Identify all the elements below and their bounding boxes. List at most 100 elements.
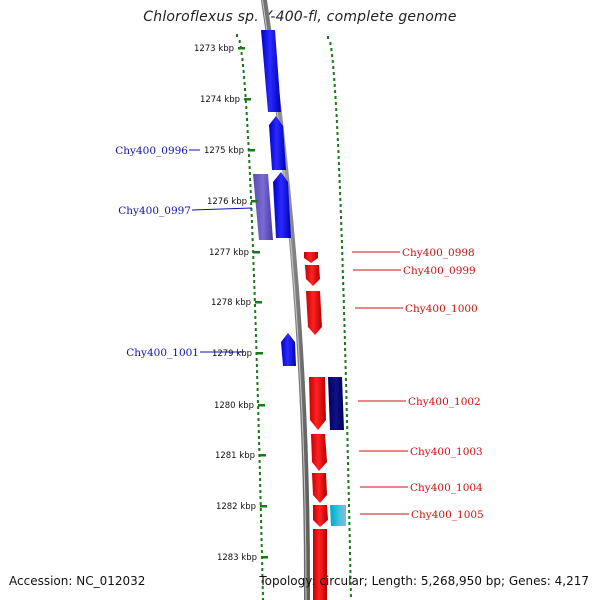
ring-dot [251,244,254,247]
left-gene-labels: Chy400_0996 Chy400_0997 Chy400_1001 [115,145,253,359]
ring-dot [335,114,338,117]
ring-dot [346,420,348,423]
gene-feature [309,377,326,430]
major-tick [255,301,262,304]
ring-dot [260,514,262,517]
ring-dot [346,450,349,453]
ring-dot [342,300,345,303]
ring-dot [243,76,246,79]
ring-dot [258,436,260,439]
ring-dot [337,162,340,165]
ring-dot [257,430,260,433]
position-label: 1280 kbp [214,401,254,411]
ring-dot [329,42,332,45]
ring-dot [244,100,247,103]
position-label: 1282 kbp [216,502,256,512]
gene-feature [304,252,318,263]
gene-label: Chy400_0999 [403,265,476,277]
ring-dot [260,526,263,529]
accession-text: Accession: NC_012032 [9,574,146,588]
ring-dot [349,588,352,591]
ring-dot [340,240,343,243]
gene-label: Chy400_1004 [410,482,483,494]
ring-dot [251,226,254,229]
ring-dot [259,496,262,499]
gene-feature [281,333,296,366]
ring-dot [245,112,248,115]
ring-dot [338,174,341,177]
major-tick [238,47,245,50]
ring-dot [238,40,241,43]
ring-dot [343,324,346,327]
ring-dot [261,574,264,577]
ring-dot [256,376,259,379]
ring-dot [253,280,256,283]
major-tick [259,454,266,457]
ring-dot [251,238,254,241]
position-label: 1279 kbp [212,349,252,359]
gene-label: Chy400_1000 [405,303,478,315]
ring-dot [242,70,245,73]
ring-dot [248,160,251,163]
ring-dot [261,592,264,595]
ring-dot [260,532,263,535]
ring-dot [345,408,348,411]
gene-feature [328,377,344,430]
ring-dot [346,432,349,435]
ring-dot [327,36,329,39]
major-tick [248,149,255,152]
gene-label: Chy400_1001 [126,347,199,359]
ring-dot [341,264,344,267]
ring-dot [256,370,259,373]
ring-dot [345,390,348,393]
ring-dot [245,106,248,109]
leader-line [191,207,253,211]
position-label: 1274 kbp [200,95,240,105]
gene-feature [312,473,327,503]
ring-dot [258,466,261,469]
ring-dot [258,442,261,445]
gene-feature [305,265,320,286]
ring-dot [336,132,339,135]
ring-dot [260,550,263,553]
gene-feature [313,529,327,600]
ring-dot [349,558,352,561]
ring-dot [261,580,264,583]
ring-dot [345,384,348,387]
ring-dot [260,520,263,523]
ring-dot [255,334,257,337]
ring-dot [344,372,347,375]
ring-dot [333,84,336,87]
ring-dot [347,462,349,465]
gene-label: Chy400_1003 [410,446,483,458]
right-gene-labels: Chy400_0998 Chy400_0999 Chy400_1000 Chy400_… [352,247,484,521]
ring-dot [241,58,244,61]
gene-feature [273,172,291,238]
ring-dot [349,576,352,579]
ring-dot [347,486,350,489]
ring-dot [259,490,262,493]
gene-feature [253,174,273,240]
ring-dot [254,322,257,325]
position-label: 1277 kbp [209,248,249,258]
ring-dot [347,474,350,477]
major-tick [258,404,265,407]
ring-dot [334,102,337,105]
ring-dot [261,568,264,571]
position-label: 1281 kbp [215,451,255,461]
ring-dot [338,180,341,183]
ring-dot [255,364,258,367]
ring-dot [256,388,259,391]
ring-dot [332,66,335,69]
ring-dot [258,448,261,451]
ring-dot [262,598,264,600]
genome-summary-text: Topology: circular; Length: 5,268,950 bp… [259,574,589,588]
gene-feature [306,291,322,335]
ring-dot [254,328,257,331]
ring-dot [343,318,346,321]
ring-dot [343,330,346,333]
ring-dot [347,498,350,501]
ring-dot [343,336,346,339]
ring-dot [243,82,246,85]
ring-dot [247,142,250,145]
